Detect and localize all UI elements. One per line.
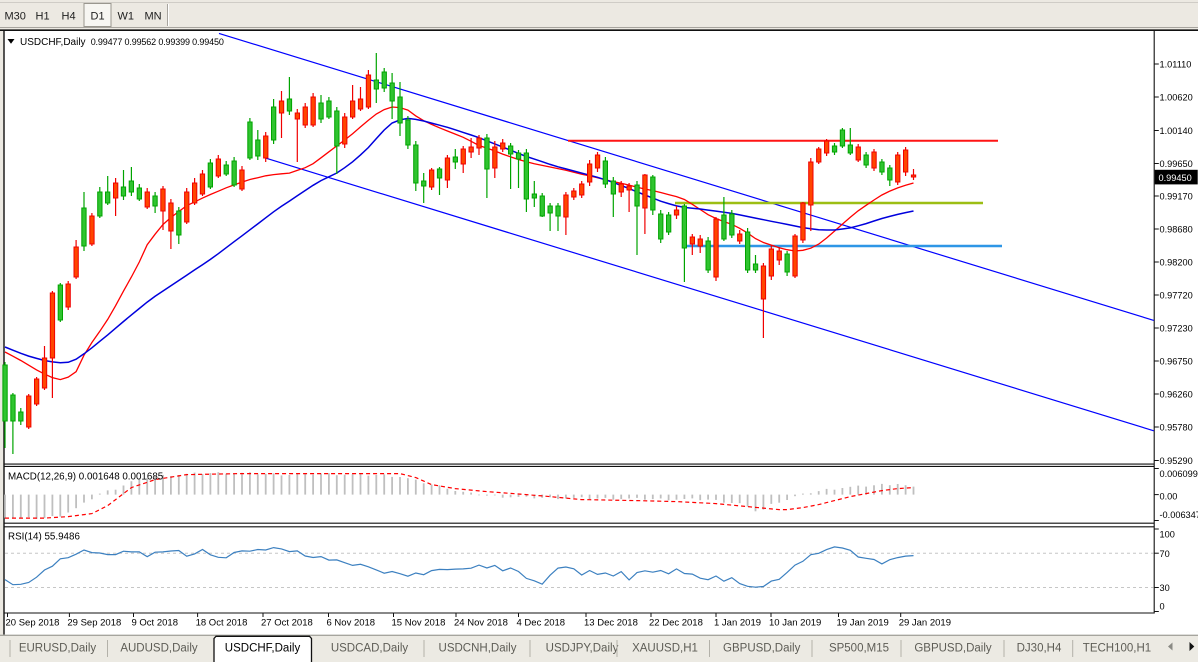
svg-text:0.97230: 0.97230 xyxy=(1160,324,1193,334)
svg-text:0.97720: 0.97720 xyxy=(1160,291,1193,301)
svg-text:0.96260: 0.96260 xyxy=(1160,390,1193,400)
svg-text:GBPUSD,Daily: GBPUSD,Daily xyxy=(914,643,992,655)
svg-text:70: 70 xyxy=(1160,549,1170,559)
svg-text:0.95290: 0.95290 xyxy=(1160,456,1193,466)
svg-text:USDCAD,Daily: USDCAD,Daily xyxy=(331,643,409,655)
svg-text:RSI(14) 55.9486: RSI(14) 55.9486 xyxy=(8,532,80,543)
svg-text:0.006099: 0.006099 xyxy=(1160,469,1198,479)
svg-text:USDCHF,Daily: USDCHF,Daily xyxy=(20,37,86,48)
svg-text:AUDUSD,Daily: AUDUSD,Daily xyxy=(120,643,198,655)
svg-text:24 Nov 2018: 24 Nov 2018 xyxy=(454,618,508,629)
svg-text:H1: H1 xyxy=(36,11,50,23)
svg-text:MACD(12,26,9) 0.001648 0.00168: MACD(12,26,9) 0.001648 0.001685 xyxy=(8,472,164,483)
svg-text:29 Jan 2019: 29 Jan 2019 xyxy=(899,618,951,629)
svg-text:0.99450: 0.99450 xyxy=(1159,173,1192,183)
svg-text:D1: D1 xyxy=(91,11,105,23)
svg-text:6 Nov 2018: 6 Nov 2018 xyxy=(327,618,376,629)
svg-text:0.99650: 0.99650 xyxy=(1160,159,1193,169)
svg-text:MN: MN xyxy=(145,11,162,23)
svg-text:0: 0 xyxy=(1160,602,1165,612)
svg-text:19 Jan 2019: 19 Jan 2019 xyxy=(837,618,889,629)
svg-text:0.99477 0.99562 0.99399 0.9945: 0.99477 0.99562 0.99399 0.99450 xyxy=(91,37,224,47)
svg-text:100: 100 xyxy=(1160,530,1175,540)
svg-text:DJ30,H4: DJ30,H4 xyxy=(1017,643,1062,655)
svg-text:18 Oct 2018: 18 Oct 2018 xyxy=(196,618,248,629)
svg-text:1 Jan 2019: 1 Jan 2019 xyxy=(714,618,761,629)
svg-text:1.00620: 1.00620 xyxy=(1160,93,1193,103)
svg-text:27 Oct 2018: 27 Oct 2018 xyxy=(261,618,313,629)
svg-text:M30: M30 xyxy=(5,11,26,23)
svg-text:15 Nov 2018: 15 Nov 2018 xyxy=(392,618,446,629)
svg-text:0.96750: 0.96750 xyxy=(1160,357,1193,367)
svg-text:TECH100,H1: TECH100,H1 xyxy=(1083,643,1151,655)
svg-text:13 Dec 2018: 13 Dec 2018 xyxy=(584,618,638,629)
svg-text:GBPUSD,Daily: GBPUSD,Daily xyxy=(723,643,801,655)
svg-text:9 Oct 2018: 9 Oct 2018 xyxy=(132,618,178,629)
svg-text:4 Dec 2018: 4 Dec 2018 xyxy=(517,618,566,629)
svg-text:USDCNH,Daily: USDCNH,Daily xyxy=(439,643,517,655)
svg-text:-0.006347: -0.006347 xyxy=(1160,510,1198,520)
svg-text:0.95780: 0.95780 xyxy=(1160,423,1193,433)
svg-text:0.98680: 0.98680 xyxy=(1160,225,1193,235)
svg-text:10 Jan 2019: 10 Jan 2019 xyxy=(769,618,821,629)
svg-text:W1: W1 xyxy=(118,11,135,23)
svg-text:0.99170: 0.99170 xyxy=(1160,192,1193,202)
svg-text:SP500,M15: SP500,M15 xyxy=(829,643,889,655)
svg-text:0.00: 0.00 xyxy=(1160,491,1178,501)
svg-text:22 Dec 2018: 22 Dec 2018 xyxy=(649,618,703,629)
svg-text:1.00140: 1.00140 xyxy=(1160,126,1193,136)
svg-text:20 Sep 2018: 20 Sep 2018 xyxy=(6,618,60,629)
svg-text:USDJPY,Daily: USDJPY,Daily xyxy=(546,643,619,655)
svg-text:H4: H4 xyxy=(62,11,76,23)
svg-text:30: 30 xyxy=(1160,583,1170,593)
svg-text:1.01110: 1.01110 xyxy=(1160,60,1192,70)
svg-text:USDCHF,Daily: USDCHF,Daily xyxy=(225,643,301,655)
svg-text:0.98200: 0.98200 xyxy=(1160,258,1193,268)
svg-text:XAUUSD,H1: XAUUSD,H1 xyxy=(632,643,698,655)
svg-text:29 Sep 2018: 29 Sep 2018 xyxy=(67,618,121,629)
svg-text:EURUSD,Daily: EURUSD,Daily xyxy=(19,643,97,655)
